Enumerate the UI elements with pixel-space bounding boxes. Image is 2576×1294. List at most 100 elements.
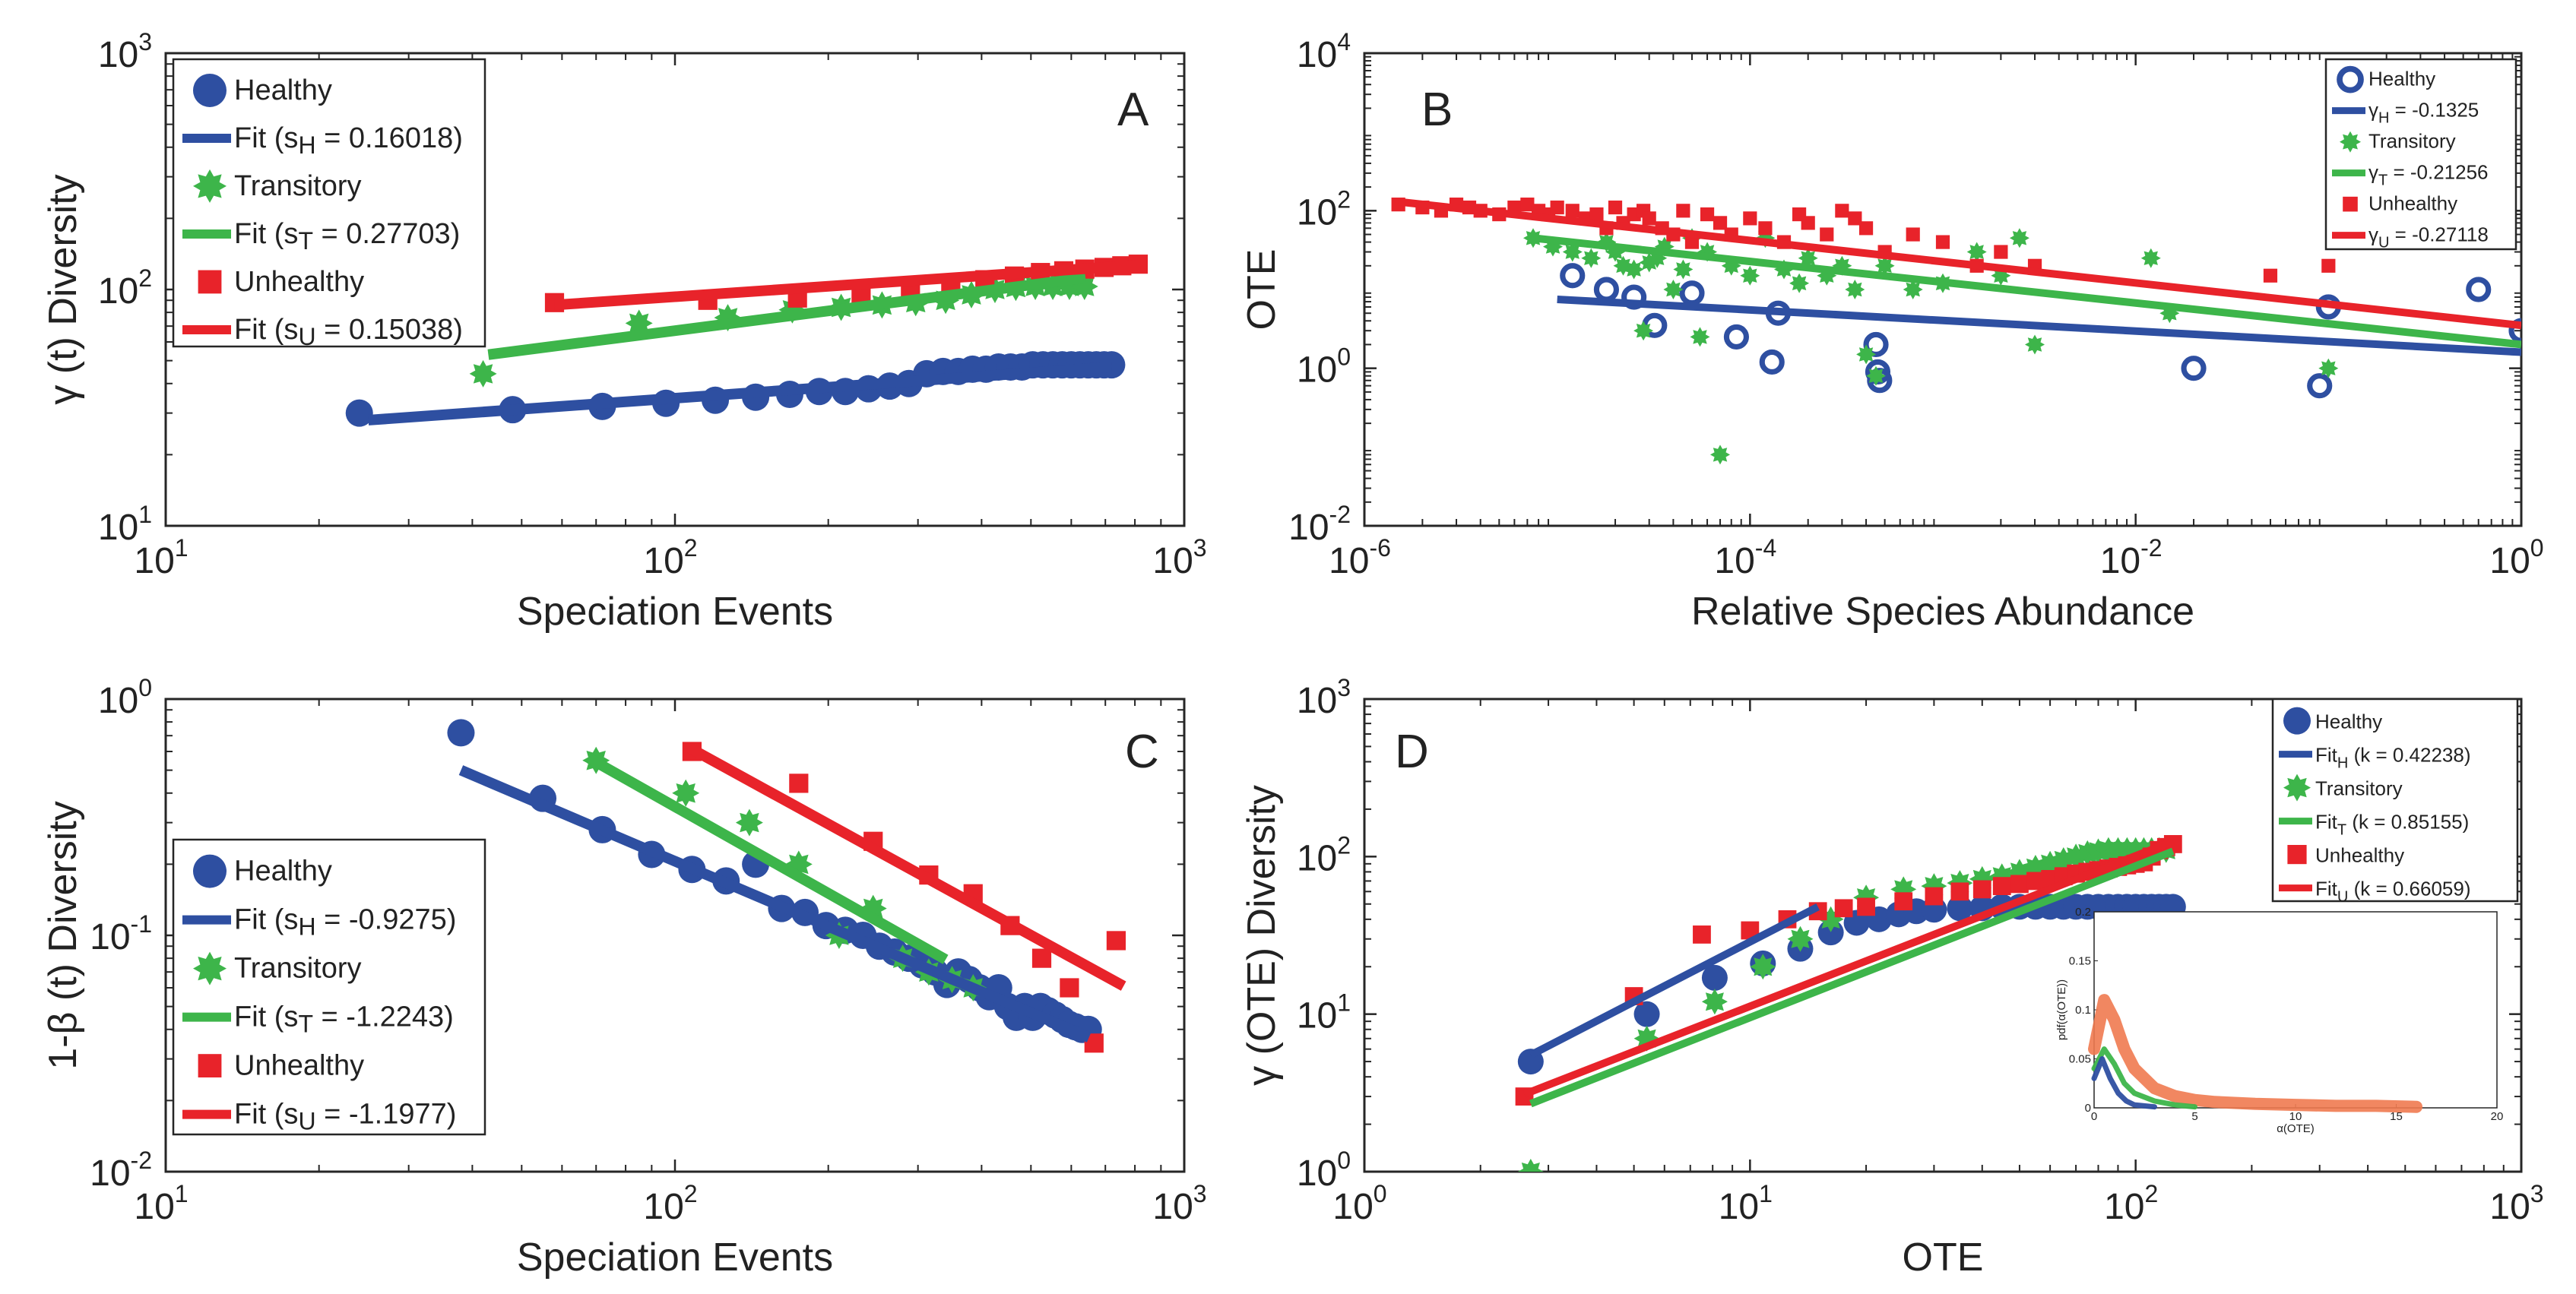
transitory-point [1624,259,1644,280]
legend-fit-value: = 0.16018) [316,122,463,154]
legend-box [2271,698,2519,903]
healthy-point [1701,964,1728,991]
unhealthy-point [1935,235,1950,249]
legend-fit-label: γ [2368,98,2378,121]
y-tick-exp: 1 [138,501,152,528]
legend-label-transitory: Transitory [2315,777,2403,800]
legend-fit-h: γH = -0.1325 [2368,98,2479,126]
legend-fit-t: Fit (sT = -1.2243) [234,1001,454,1038]
y-tick-exp: 3 [138,28,152,55]
inset-y-label: pdf(α(OTE)) [2055,979,2068,1040]
unhealthy-point [1031,948,1052,968]
panel-label: B [1421,84,1453,136]
legend-marker-healthy [2283,707,2311,735]
legend-fit-t: γT = -0.21256 [2368,160,2489,188]
unhealthy-point [2010,875,2029,894]
legend-fit-label: Fit [2315,744,2338,767]
transitory-point [2140,248,2161,268]
fit-line-u [687,743,1126,991]
x-tick-base: 10 [1152,541,1193,581]
unhealthy-point [1642,211,1656,226]
healthy-point [2508,318,2521,343]
y-tick-exp: 2 [138,264,152,292]
x-tick-base: 10 [2489,541,2530,581]
unhealthy-point [1950,882,1969,901]
legend-fit-value: = -0.21256 [2387,160,2488,183]
fit-line-u [554,259,1141,311]
transitory-point [1750,954,1776,980]
legend-fit-sub: U [298,1108,315,1135]
x-tick-exp: -4 [1755,534,1776,562]
y-tick-exp: 0 [138,674,152,701]
inset-y-tick-label: 0.1 [2075,1004,2091,1017]
unhealthy-point [1848,211,1862,226]
unhealthy-point [2263,268,2278,283]
legend-marker-unhealthy [2287,845,2307,865]
y-tick-base: 10 [1297,35,1337,75]
inset-x-tick-label: 5 [2191,1110,2197,1123]
x-tick-exp: -6 [1369,534,1390,562]
healthy-point [2307,373,2333,399]
x-tick-exp: 1 [1759,1180,1773,1207]
legend-fit-h: FitH (k = 0.42238) [2315,744,2471,772]
unhealthy-point [1834,899,1853,918]
y-tick-base: 10 [98,271,138,312]
transitory-point [1856,344,1877,365]
unhealthy-point [1106,931,1126,951]
x-tick-exp: 2 [2144,1180,2158,1207]
unhealthy-point [1857,897,1875,916]
y-tick-exp: 0 [1337,343,1351,371]
legend-fit-h: Fit (sH = 0.16018) [234,122,463,159]
y-tick-label: 10-1 [90,910,152,957]
unhealthy-point [1906,227,1920,242]
transitory-point [735,808,763,837]
y-tick-label: 104 [1297,28,1351,75]
transitory-point [1673,259,1694,280]
unhealthy-point [1858,221,1874,236]
transitory-point [1633,321,1654,341]
y-tick-label: 101 [98,501,152,548]
legend-marker-unhealthy [2343,196,2358,212]
panel-label: D [1395,726,1429,778]
x-tick-base: 10 [1714,541,1754,581]
y-axis-label: γ (t) Diversity [41,174,85,404]
legend-box [172,58,486,348]
unhealthy-point [1565,204,1580,218]
legend-fit-value: (k = 0.66059) [2348,878,2470,900]
x-tick-exp: 1 [175,1180,189,1207]
transitory-point [1789,273,1810,293]
x-tick-label: 10-4 [1714,534,1776,581]
y-tick-label: 102 [1297,831,1351,878]
unhealthy-point [1589,207,1604,222]
legend-fit-value: = -1.1977) [316,1099,457,1131]
inset-x-label: α(OTE) [2277,1122,2315,1135]
x-tick-exp: 3 [1193,1180,1207,1207]
fit-line-t [587,754,949,964]
transitory-point [1798,248,1818,268]
legend-fit-t: FitT (k = 0.85155) [2315,811,2469,839]
x-tick-exp: 0 [1374,1180,1387,1207]
legend-fit-label: Fit (s [234,122,298,154]
legend-fit-label: γ [2368,223,2378,245]
legend-marker-healthy [193,73,227,107]
legend-fit-u: Fit (sU = 0.15038) [234,314,463,350]
y-tick-label: 102 [98,264,152,312]
transitory-point [1787,925,1814,952]
transitory-point [2009,228,2029,248]
y-tick-base: 10 [1297,838,1337,878]
series-healthy [1517,894,2186,1075]
transitory-point [1966,242,1987,262]
fit-line-h [368,361,1112,426]
y-tick-exp: -2 [1329,501,1351,528]
x-tick-label: 10-6 [1329,534,1391,581]
legend-marker-healthy [193,854,227,888]
y-tick-base: 10 [1297,192,1337,233]
inset-curve [2091,1046,2197,1110]
legend-fit-value: = -0.1325 [2389,98,2479,121]
y-tick-label: 10-2 [1288,501,1351,548]
legend-fit-u: γU = -0.27118 [2368,223,2489,251]
